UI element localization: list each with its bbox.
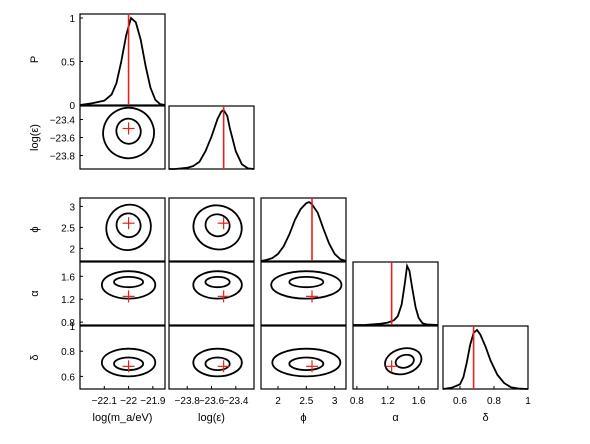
panel-frame (79, 261, 166, 326)
outer-contour (105, 203, 152, 251)
marginal-panel-logeps (168, 105, 255, 170)
x-axis-label: ϕ (300, 412, 306, 424)
x-tick-label: −21.9 (140, 396, 166, 407)
y-tick-label: 2 (69, 244, 75, 255)
y-tick-label: 1 (69, 322, 75, 333)
y-tick-label: 0.6 (61, 372, 75, 383)
inner-contour (113, 275, 145, 289)
x-axis-label: log(m_a/eV) (93, 412, 153, 424)
y-axis-label: P (29, 56, 41, 63)
y-tick-label: −23.6 (50, 134, 76, 145)
y-tick-label: 1.2 (61, 295, 75, 306)
panel-frame (168, 197, 255, 262)
x-tick-label: −22 (120, 396, 137, 407)
joint-panel-logeps-delta (168, 325, 255, 390)
y-tick-label: 2.5 (61, 223, 75, 234)
outer-contour (102, 106, 155, 160)
y-tick-label: 0.5 (61, 58, 75, 69)
inner-contour (204, 356, 231, 372)
x-tick-label: 1.6 (412, 396, 426, 407)
joint-panel-logm-delta (79, 325, 166, 390)
y-axis-label: δ (29, 354, 41, 360)
outer-contour (271, 347, 342, 378)
outer-contour (270, 270, 343, 300)
y-tick-label: 1.6 (61, 272, 75, 283)
marginal-panel-alpha (352, 261, 439, 326)
outer-contour (192, 204, 243, 251)
panel-frame (168, 105, 255, 170)
panel-frame (168, 261, 255, 326)
inner-contour (288, 275, 325, 289)
panel-frame (260, 325, 347, 390)
x-axis-label: α (392, 412, 399, 424)
x-tick-label: −23.8 (175, 396, 201, 407)
panel-frame (260, 261, 347, 326)
inner-contour (204, 275, 231, 289)
inner-contour (115, 212, 142, 239)
inner-contour (394, 353, 415, 369)
marginal-curve (169, 108, 255, 170)
panel-frame (79, 13, 166, 106)
outer-contour (192, 270, 243, 300)
joint-panel-logeps-alpha (168, 261, 255, 326)
x-tick-label: 0.6 (453, 396, 467, 407)
x-axis-label: log(ε) (198, 412, 225, 424)
x-tick-label: 2 (275, 396, 281, 407)
x-tick-label: 0.8 (487, 396, 501, 407)
joint-panel-phi-alpha (260, 261, 347, 326)
inner-contour (204, 213, 231, 238)
x-tick-label: 2.5 (299, 396, 313, 407)
inner-contour (115, 117, 142, 145)
y-tick-label: 3 (69, 202, 75, 213)
panel-frame (352, 261, 439, 326)
y-axis-label: α (29, 290, 41, 297)
joint-panel-phi-delta (260, 325, 347, 390)
marginal-curve (442, 328, 529, 390)
x-tick-label: 1.2 (381, 396, 395, 407)
marginal-panel-delta (442, 325, 529, 390)
panel-frame (260, 197, 347, 262)
marginal-curve (353, 262, 439, 326)
x-tick-label: 1 (525, 396, 531, 407)
y-tick-label: 0.8 (61, 347, 75, 358)
x-tick-label: −23.6 (199, 396, 225, 407)
x-tick-label: −23.4 (223, 396, 249, 407)
marginal-curve (260, 200, 347, 262)
panel-frame (352, 325, 439, 390)
y-tick-label: 1 (69, 14, 75, 25)
joint-panel-alpha-delta (352, 325, 439, 390)
y-tick-label: 0.8 (61, 318, 75, 329)
x-tick-label: 3 (332, 396, 338, 407)
y-axis-label: ϕ (29, 226, 41, 232)
marginal-curve (79, 16, 166, 106)
panel-frame (442, 325, 529, 390)
y-tick-label: 0 (69, 101, 75, 112)
panel-frame (79, 325, 166, 390)
outer-contour (384, 347, 423, 376)
x-tick-label: 0.8 (350, 396, 364, 407)
panel-frame (79, 105, 166, 170)
x-tick-label: −22.1 (92, 396, 118, 407)
inner-contour (288, 356, 325, 372)
marginal-panel-logm (79, 13, 166, 106)
joint-panel-logm-alpha (79, 261, 166, 326)
joint-panel-logm-logeps (79, 105, 166, 170)
x-axis-label: δ (482, 412, 488, 424)
panel-frame (79, 197, 166, 262)
y-tick-label: −23.4 (50, 116, 76, 127)
outer-contour (100, 347, 157, 378)
y-axis-label: log(ε) (29, 124, 41, 151)
joint-panel-logeps-phi (168, 197, 255, 262)
outer-contour (192, 347, 243, 378)
marginal-panel-phi (260, 197, 347, 262)
y-tick-label: −23.8 (50, 152, 76, 163)
joint-panel-logm-phi (79, 197, 166, 262)
